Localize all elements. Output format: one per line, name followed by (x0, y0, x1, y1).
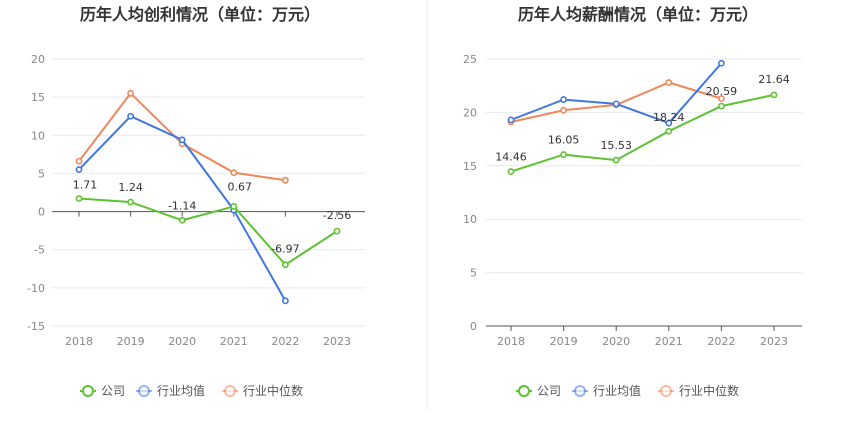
data-point (230, 203, 238, 210)
x-tick-label: 2022 (271, 335, 299, 348)
salary-per-capita-chart: 历年人均薪酬情况（单位：万元） 25 20 15 10 5 0 2018 2019 2020 202… (463, 5, 802, 398)
legend-label: 行业中位数 (243, 383, 303, 398)
x-tick-label: 2018 (497, 335, 525, 348)
data-point (127, 89, 134, 97)
y-tick-label: -15 (27, 320, 45, 333)
legend-item-1[interactable]: 行业均值 (572, 383, 641, 398)
data-point (665, 79, 673, 86)
x-tick-label: 2023 (760, 335, 788, 348)
y-tick-label: 20 (31, 53, 45, 66)
data-point (770, 91, 778, 99)
y-tick-label: 0 (38, 206, 45, 219)
series-line-0 (510, 93, 775, 173)
salary-chart-title: 历年人均薪酬情况（单位：万元） (518, 5, 758, 24)
legend-marker-icon (224, 385, 236, 397)
data-point (612, 100, 620, 108)
x-tick-label: 2019 (117, 335, 145, 348)
data-point (718, 102, 725, 110)
data-point (281, 297, 289, 305)
data-point (560, 96, 567, 103)
data-point (75, 195, 83, 202)
series-line-0 (78, 197, 338, 267)
data-point (230, 169, 238, 177)
y-tick-label: 5 (38, 167, 45, 180)
legend-marker-icon (574, 385, 586, 397)
data-point (612, 156, 620, 164)
data-label: 20.59 (706, 85, 738, 98)
y-tick-label: 20 (463, 106, 477, 119)
x-tick-label: 2021 (655, 335, 683, 348)
y-tick-label: 10 (463, 213, 477, 226)
data-label: 0.67 (228, 180, 253, 193)
legend-marker-icon (138, 385, 150, 397)
profit-per-capita-chart: 历年人均创利情况（单位：万元） 20 15 10 5 0 -5 -10 -15 2018 2019 2… (27, 5, 365, 398)
y-tick-label: -5 (34, 244, 45, 257)
data-point (178, 216, 186, 224)
x-tick-label: 2020 (602, 335, 630, 348)
data-point (75, 157, 83, 165)
data-label: 15.53 (600, 139, 632, 152)
y-tick-label: 5 (470, 267, 477, 280)
data-point (333, 227, 341, 235)
data-point (178, 136, 186, 144)
x-tick-label: 2021 (220, 335, 248, 348)
data-label: 21.64 (758, 73, 790, 86)
x-tick-label: 2018 (65, 335, 93, 348)
legend-item-0[interactable]: 公司 (516, 384, 561, 398)
legend-label: 行业均值 (593, 383, 641, 398)
y-tick-label: 0 (470, 320, 477, 333)
legend-item-1[interactable]: 行业均值 (136, 383, 205, 398)
data-label: -2.56 (323, 209, 351, 222)
x-tick-label: 2019 (550, 335, 578, 348)
legend-marker-icon (82, 385, 94, 397)
legend-label: 行业中位数 (679, 383, 739, 398)
legend-item-2[interactable]: 行业中位数 (222, 383, 303, 398)
x-tick-label: 2023 (323, 335, 351, 348)
x-tick-label: 2020 (168, 335, 196, 348)
legend-item-2[interactable]: 行业中位数 (658, 383, 739, 398)
data-label: 1.24 (118, 181, 143, 194)
legend-item-0[interactable]: 公司 (80, 384, 125, 398)
y-tick-label: 25 (463, 53, 477, 66)
legend-label: 公司 (101, 384, 125, 398)
legend-marker-icon (660, 385, 672, 397)
y-tick-label: -10 (27, 282, 45, 295)
data-label: 18.24 (653, 111, 685, 124)
data-point (127, 112, 134, 120)
data-point (507, 168, 515, 175)
data-point (75, 166, 83, 174)
data-point (507, 116, 515, 124)
legend-marker-icon (518, 385, 530, 397)
data-point (718, 95, 725, 102)
data-point (127, 198, 134, 206)
data-point (718, 59, 725, 67)
data-label: -6.97 (271, 243, 299, 256)
data-label: 1.71 (73, 179, 98, 192)
data-point (665, 127, 673, 135)
data-point (560, 106, 567, 114)
legend-label: 行业均值 (157, 383, 205, 398)
y-tick-label: 15 (31, 91, 45, 104)
data-point (281, 176, 289, 184)
data-point (281, 261, 289, 269)
data-point (560, 151, 567, 158)
legend-label: 公司 (537, 384, 561, 398)
data-label: 16.05 (548, 134, 580, 147)
data-label: 14.46 (495, 151, 527, 164)
y-tick-label: 15 (463, 160, 477, 173)
y-tick-label: 10 (31, 129, 45, 142)
x-tick-label: 2022 (707, 335, 735, 348)
data-point (665, 119, 673, 127)
profit-chart-title: 历年人均创利情况（单位：万元） (80, 5, 320, 24)
data-label: -1.14 (168, 199, 196, 212)
